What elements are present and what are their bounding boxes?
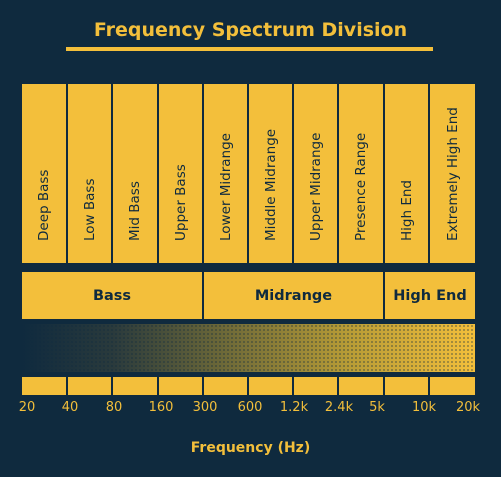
band-upper-midrange: Upper Midrange <box>294 84 337 263</box>
group-bass: Bass <box>22 272 202 319</box>
tick-label: 5k <box>369 400 385 415</box>
scale-segment <box>339 377 383 395</box>
tick-label: 20k <box>455 400 481 415</box>
band-low-bass: Low Bass <box>68 84 111 263</box>
scale-segment <box>249 377 292 395</box>
band-presence-range: Presence Range <box>339 84 383 263</box>
band-mid-bass: Mid Bass <box>113 84 157 263</box>
band-label: High End <box>398 180 415 241</box>
scale-segment <box>159 377 202 395</box>
tick-label: 1.2k <box>279 400 309 415</box>
scale-segment <box>294 377 337 395</box>
band-row: Deep Bass Low Bass Mid Bass Upper Bass L… <box>22 84 475 263</box>
scale-segment <box>430 377 475 395</box>
band-upper-bass: Upper Bass <box>159 84 202 263</box>
band-deep-bass: Deep Bass <box>22 84 66 263</box>
band-label: Upper Midrange <box>307 132 324 241</box>
group-midrange: Midrange <box>204 272 383 319</box>
scale-segment <box>68 377 111 395</box>
group-high-end: High End <box>385 272 475 319</box>
scale-segment <box>22 377 66 395</box>
tick-label: 600 <box>237 400 263 415</box>
tick-label: 300 <box>192 400 218 415</box>
band-label: Lower Midrange <box>217 133 234 241</box>
band-label: Presence Range <box>353 132 369 241</box>
diagram-title: Frequency Spectrum Division <box>93 19 408 41</box>
band-extremely-high-end: Extremely High End <box>430 84 475 263</box>
tick-label: 160 <box>148 400 174 415</box>
frequency-gradient-bar <box>22 324 475 372</box>
group-row: Bass Midrange High End <box>22 272 475 319</box>
scale-segments <box>22 377 475 395</box>
scale-segment <box>113 377 157 395</box>
scale-segment <box>204 377 247 395</box>
band-label: Upper Bass <box>172 164 189 241</box>
axis-label: Frequency (Hz) <box>190 440 311 456</box>
band-label: Extremely High End <box>444 107 461 241</box>
tick-label: 40 <box>61 400 79 415</box>
band-label: Deep Bass <box>36 169 52 241</box>
scale-segment <box>385 377 428 395</box>
title-underline <box>66 47 433 51</box>
band-label: Low Bass <box>81 178 98 241</box>
band-label: Mid Bass <box>127 181 143 241</box>
band-high-end: High End <box>385 84 428 263</box>
band-lower-midrange: Lower Midrange <box>204 84 247 263</box>
tick-label: 20 <box>18 400 36 415</box>
band-middle-midrange: Middle Midrange <box>249 84 292 263</box>
band-label: Middle Midrange <box>262 128 279 241</box>
tick-label: 10k <box>411 400 437 415</box>
tick-label: 2.4k <box>324 400 354 415</box>
tick-label: 80 <box>105 400 123 415</box>
